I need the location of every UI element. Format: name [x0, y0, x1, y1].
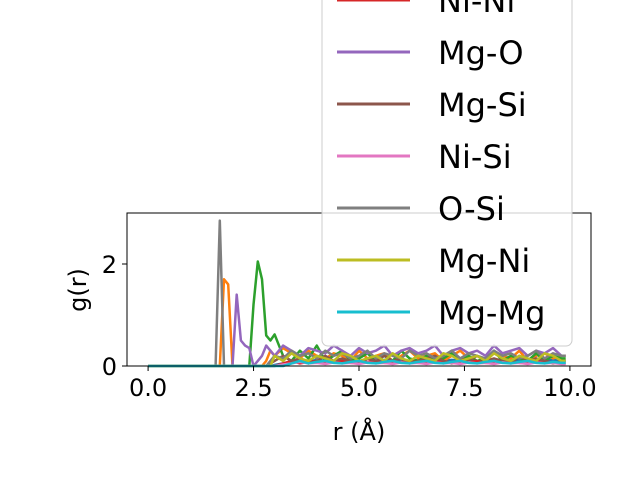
legend-label: O-Si	[438, 190, 505, 228]
x-tick-label: 10.0	[543, 374, 596, 402]
y-axis-label: g(r)	[64, 268, 92, 312]
legend-label: Ni-Ni	[438, 0, 515, 20]
legend: Ni-Ni Mg-O Mg-Si Ni-Si O-Si Mg-Ni Mg-Mg	[321, 0, 573, 347]
x-tick-label: 5.0	[340, 374, 378, 402]
legend-label: Mg-Si	[438, 86, 527, 124]
x-tick-label: 0.0	[129, 374, 167, 402]
legend-label: Mg-O	[438, 34, 524, 72]
y-tick-label: 0	[102, 353, 117, 381]
y-ticks: 02	[102, 251, 127, 381]
y-tick-label: 2	[102, 251, 117, 279]
legend-label: Mg-Ni	[438, 242, 530, 280]
x-ticks: 0.0 2.5 5.0 7.5 10.0	[129, 366, 597, 402]
x-tick-label: 7.5	[445, 374, 483, 402]
legend-label: Ni-Si	[438, 138, 512, 176]
x-axis-label: r (Å)	[333, 417, 386, 446]
legend-label: Mg-Mg	[438, 294, 545, 332]
x-tick-label: 2.5	[234, 374, 272, 402]
